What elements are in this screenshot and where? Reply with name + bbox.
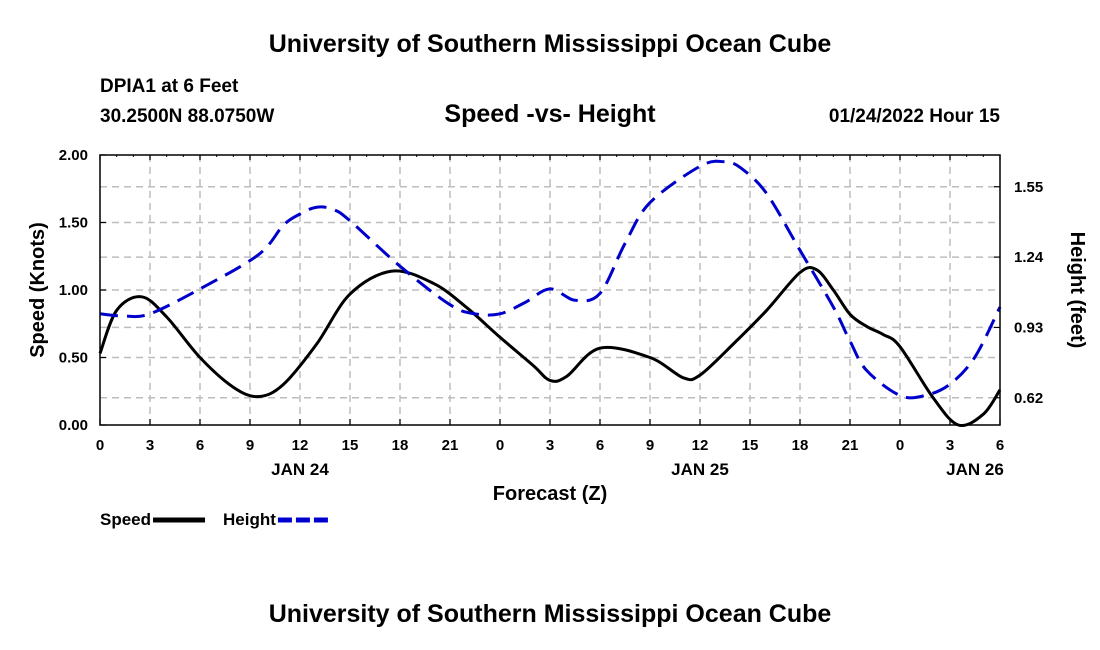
y2-tick-label: 1.24 — [1014, 249, 1044, 266]
x-tick-label: 0 — [896, 437, 904, 454]
x-tick-label: 15 — [742, 437, 759, 454]
series-layer — [98, 159, 1002, 428]
y2-tick-label: 1.55 — [1014, 179, 1043, 196]
x-tick-label: 21 — [842, 437, 859, 454]
chart-title: Speed -vs- Height — [444, 100, 656, 128]
x-tick-label: 0 — [496, 437, 504, 454]
legend: Speed Height — [100, 510, 330, 529]
x-tick-label: 21 — [442, 437, 459, 454]
x-tick-label: 3 — [946, 437, 954, 454]
y-tick-label: 2.00 — [59, 147, 88, 164]
x-tick-label: 12 — [692, 437, 709, 454]
footer-title: University of Southern Mississippi Ocean… — [268, 600, 832, 628]
x-tick-label: 9 — [246, 437, 254, 454]
axes: 0 3 6 9 12 15 18 21 0 3 6 9 12 15 18 21 0 3 6 0.00 0.50 1.00 1… — [59, 147, 1044, 479]
y-tick-label: 0.50 — [59, 350, 88, 367]
x-tick-label: 6 — [596, 437, 604, 454]
page-title: University of Southern Mississippi Ocean… — [268, 30, 832, 58]
y2-axis-label: Height (feet) — [1066, 232, 1088, 349]
coordinates-label: 30.2500N 88.0750W — [100, 106, 275, 127]
x-tick-label: 9 — [646, 437, 654, 454]
y-tick-label: 1.50 — [59, 215, 88, 232]
x-tick-label: 18 — [392, 437, 409, 454]
y-axis-label: Speed (Knots) — [27, 222, 49, 358]
x-tick-label: 12 — [292, 437, 309, 454]
series-line-speed — [98, 265, 1002, 428]
date-label: JAN 26 — [946, 460, 1004, 479]
x-tick-label: 18 — [792, 437, 809, 454]
date-label: JAN 24 — [271, 460, 329, 479]
station-label: DPIA1 at 6 Feet — [100, 76, 239, 97]
legend-label: Height — [223, 510, 276, 529]
x-tick-label: 6 — [196, 437, 204, 454]
x-tick-label: 6 — [996, 437, 1004, 454]
y-tick-label: 0.00 — [59, 417, 88, 434]
series-line-height — [99, 159, 1002, 400]
x-axis-label: Forecast (Z) — [493, 483, 607, 505]
y2-tick-label: 0.62 — [1014, 390, 1043, 407]
y-tick-label: 1.00 — [59, 282, 88, 299]
x-tick-label: 3 — [546, 437, 554, 454]
x-tick-label: 3 — [146, 437, 154, 454]
x-tick-label: 0 — [96, 437, 104, 454]
legend-label: Speed — [100, 510, 151, 529]
y2-tick-label: 0.93 — [1014, 319, 1043, 336]
date-label: JAN 25 — [671, 460, 729, 479]
timestamp-label: 01/24/2022 Hour 15 — [828, 106, 1000, 127]
x-tick-label: 15 — [342, 437, 359, 454]
